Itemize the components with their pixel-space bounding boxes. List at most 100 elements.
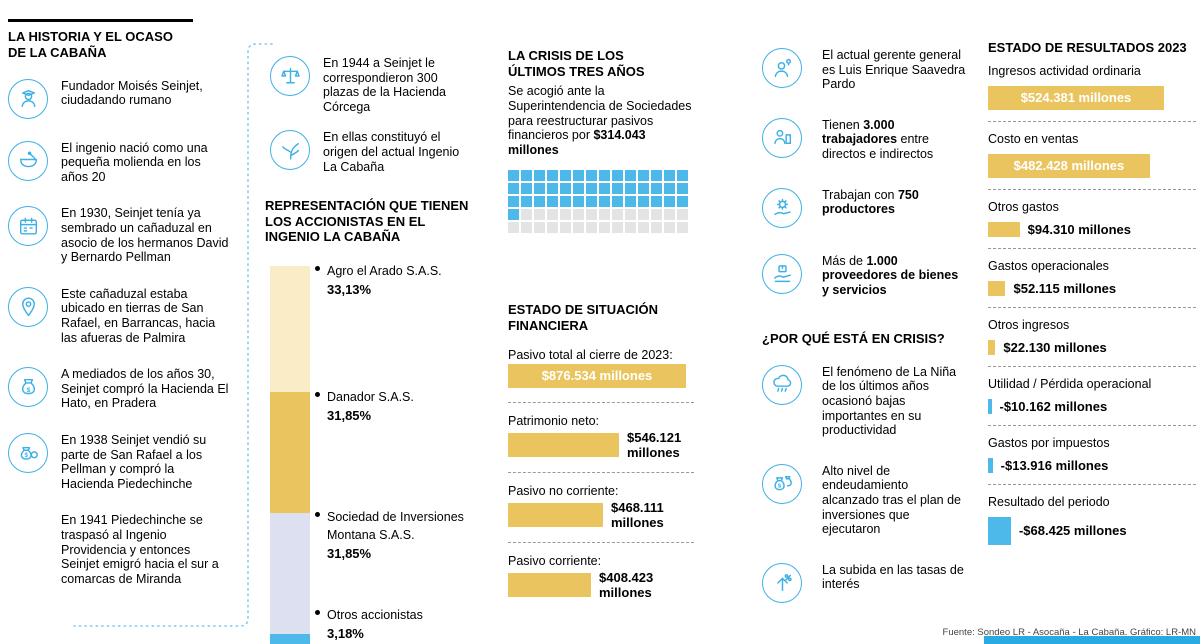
waffle-cell — [625, 196, 636, 207]
income-row: $52.115 millones — [988, 280, 1196, 296]
separator — [508, 472, 694, 473]
waffle-cell — [651, 222, 662, 233]
waffle-cell — [508, 209, 519, 220]
shareholder-label: Otros accionistas 3,18% — [315, 606, 480, 641]
income-row-value: $524.381 millones — [1020, 89, 1132, 105]
text-run: Se acogió ante la Superintendencia de So… — [508, 84, 692, 143]
page-title: LA HISTORIA Y EL OCASO DE LA CABAÑA — [8, 18, 193, 61]
management-item: Más de 1.000 proveedores de bienes y ser… — [762, 253, 976, 298]
shareholder-label: Danador S.A.S. 31,85% — [315, 388, 480, 423]
fin-row-value: $546.121 millones — [627, 430, 682, 460]
income-row: $482.428 millones — [988, 153, 1196, 178]
coins-icon: $ — [8, 433, 48, 474]
waffle-cell — [521, 170, 532, 181]
income-row-value: -$13.916 millones — [1000, 457, 1109, 473]
timeline-item: $ A mediados de los años 30, Seinjet com… — [8, 367, 246, 411]
waffle-cell — [651, 209, 662, 220]
highlight-text: 750 productores — [822, 187, 919, 217]
waffle-cell — [573, 222, 584, 233]
fin-bar — [508, 573, 591, 597]
waffle-cell — [638, 222, 649, 233]
bullet-dot — [315, 392, 320, 397]
income-row-value: $94.310 millones — [1027, 221, 1131, 237]
origin-item: En ellas constituyó el origen del actual… — [252, 130, 486, 174]
why-crisis-text: La subida en las tasas de interés — [822, 562, 964, 592]
waffle-cell — [638, 170, 649, 181]
interest-rate-icon — [762, 562, 802, 603]
fin-row-label: Pasivo total al cierre de 2023: — [508, 348, 673, 362]
waffle-cell — [521, 183, 532, 194]
why-crisis-item: La subida en las tasas de interés — [762, 562, 976, 603]
waffle-cell — [573, 183, 584, 194]
highlight-text: 1.000 proveedores de bienes y servicios — [822, 253, 959, 297]
waffle-cell — [573, 196, 584, 207]
highlight-text: 3.000 trabajadores — [822, 117, 898, 147]
debt-waffle — [508, 170, 688, 233]
waffle-cell — [677, 209, 688, 220]
income-row-label: Costo en ventas — [988, 131, 1079, 146]
waffle-cell — [586, 183, 597, 194]
separator — [988, 424, 1196, 426]
waffle-cell — [560, 196, 571, 207]
fin-row: $468.111 millones — [508, 500, 687, 530]
text-run: Tienen — [822, 117, 864, 132]
fin-row: $408.423 millones — [508, 570, 675, 600]
waffle-cell — [599, 196, 610, 207]
waffle-cell — [612, 183, 623, 194]
shareholder-name: Agro el Arado S.A.S. — [327, 264, 442, 278]
timeline-text: Fundador Moisés Seinjet, ciudadando ruma… — [61, 78, 203, 108]
fin-bar: $876.534 millones — [508, 364, 686, 388]
income-row-label: Utilidad / Pérdida operacional — [988, 376, 1152, 391]
waffle-cell — [638, 183, 649, 194]
waffle-cell — [521, 209, 532, 220]
shareholder-percent: 33,13% — [327, 282, 372, 297]
money-bag-icon: $ — [8, 367, 48, 408]
waffle-cell — [599, 222, 610, 233]
shareholder-segment — [270, 266, 310, 392]
waffle-cell — [534, 222, 545, 233]
why-crisis-title: ¿POR QUÉ ESTÁ EN CRISIS? — [762, 331, 945, 347]
debt-icon: $ — [762, 463, 802, 504]
crisis-text: Se acogió ante la Superintendencia de So… — [508, 84, 694, 158]
waffle-cell — [625, 222, 636, 233]
location-pin-icon — [8, 286, 48, 327]
shareholder-segment — [270, 391, 310, 513]
fin-row-label: Pasivo corriente: — [508, 554, 602, 568]
income-bar — [988, 398, 992, 414]
income-row-label: Otros gastos — [988, 199, 1059, 214]
management-item: El actual gerente general es Luis Enriqu… — [762, 48, 976, 92]
waffle-cell — [508, 222, 519, 233]
waffle-cell — [547, 209, 558, 220]
origin-item: En 1944 a Seinjet le correspondieron 300… — [252, 56, 486, 114]
income-bar: $524.381 millones — [988, 85, 1164, 110]
origin-text: En ellas constituyó el origen del actual… — [323, 130, 460, 174]
management-column: El actual gerente general es Luis Enriqu… — [762, 48, 976, 629]
fin-row: $546.121 millones — [508, 430, 703, 460]
text-run: Más de — [822, 253, 867, 268]
waffle-cell — [534, 209, 545, 220]
separator — [508, 402, 694, 403]
income-row-label: Otros ingresos — [988, 317, 1070, 332]
origin-text: En 1944 a Seinjet le correspondieron 300… — [323, 56, 446, 114]
waffle-cell — [677, 170, 688, 181]
income-row: -$10.162 millones — [988, 398, 1196, 414]
waffle-cell — [651, 183, 662, 194]
waffle-cell — [547, 183, 558, 194]
sugarcane-icon — [270, 130, 310, 171]
fin-row-label: Patrimonio neto: — [508, 414, 600, 428]
waffle-cell — [534, 183, 545, 194]
income-bar — [988, 339, 996, 355]
separator — [988, 120, 1196, 122]
waffle-cell — [560, 183, 571, 194]
timeline-text: En 1941 Piedechinche se traspasó al Inge… — [61, 513, 219, 586]
history-column: LA HISTORIA Y EL OCASO DE LA CABAÑA Fund… — [8, 10, 246, 608]
producers-icon — [762, 187, 802, 228]
shareholder-label: Sociedad de Inversiones Montana S.A.S. 3… — [315, 508, 480, 561]
waffle-cell — [534, 170, 545, 181]
management-text: Más de 1.000 proveedores de bienes y ser… — [822, 254, 968, 298]
income-row: $22.130 millones — [988, 339, 1196, 355]
income-row-label: Resultado del periodo — [988, 494, 1110, 509]
income-bar — [988, 516, 1011, 545]
waffle-cell — [586, 170, 597, 181]
brand-strip — [984, 636, 1200, 644]
